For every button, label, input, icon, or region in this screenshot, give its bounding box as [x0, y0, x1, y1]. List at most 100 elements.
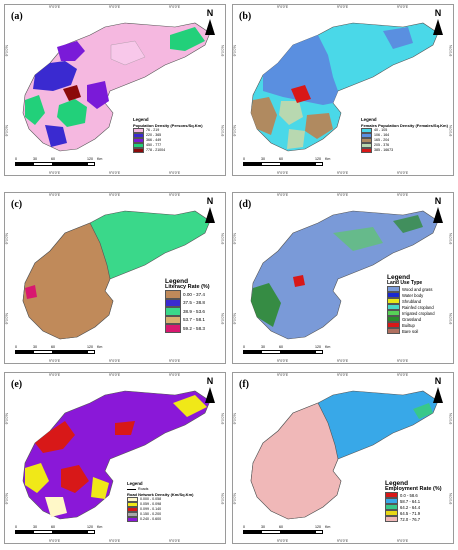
region-purple-2: [87, 81, 109, 109]
scale-label: 0: [15, 525, 17, 529]
north-arrow: N: [429, 377, 447, 403]
coordinate-tick: 9°0'0"N: [233, 125, 237, 137]
north-arrow-icon: [433, 19, 443, 35]
region-brown: [251, 97, 277, 135]
region-pink: [110, 40, 146, 66]
legend-heading: Legend: [385, 480, 409, 487]
coordinate-tick: 9°0'0"E: [397, 171, 409, 175]
scale-segment: [244, 163, 262, 166]
coordinate-tick: 9°0'0"E: [337, 171, 349, 175]
legend-label: 53.7 - 58.1: [183, 317, 205, 323]
coordinate-tick: 9°0'0"E: [277, 171, 289, 175]
scale-segment: [280, 163, 316, 166]
north-arrow-icon: [433, 387, 443, 403]
legend-item: 53.7 - 58.1: [165, 315, 225, 324]
legend-swatch: [165, 298, 181, 307]
panel-label: (f): [239, 379, 249, 390]
legend-item: 72.0 - 76.7: [385, 515, 453, 523]
legend-swatch: [165, 324, 181, 333]
panel-label: (a): [11, 11, 23, 22]
legend-item: 0.240 - 0.600: [127, 516, 225, 523]
coordinate-tick: 9°0'0"N: [221, 233, 225, 245]
north-arrow: N: [429, 9, 447, 35]
scale-segment: [16, 531, 34, 534]
scale-label: 120: [87, 525, 93, 529]
scale-label: 120: [315, 525, 321, 529]
region-magenta: [25, 285, 37, 299]
legend: Legend Land Use Type Wood and grass Water…: [387, 274, 453, 335]
coordinate-tick: 9°0'0"E: [109, 5, 121, 9]
legend-label: 0.0 - 58.6: [400, 492, 418, 498]
legend-label: 0.099 - 0.140: [140, 507, 162, 511]
roads-label: Roads: [138, 487, 149, 491]
legend-label: 72.0 - 76.7: [400, 516, 421, 522]
legend-heading: Legend: [361, 117, 377, 122]
coordinate-tick: 9°0'0"E: [169, 539, 181, 543]
coordinate-tick: 9°0'0"N: [233, 493, 237, 505]
legend-label: 0.000 - 0.058: [140, 497, 162, 501]
legend: Legend Employment Rate (%) 0.0 - 58.6 58.…: [385, 480, 453, 523]
legend-label: 0.00 - 37.4: [183, 291, 205, 297]
scale-label: 60: [51, 345, 55, 349]
legend-label: 0.240 - 0.600: [140, 517, 162, 521]
region-blue-2: [45, 125, 67, 147]
legend: Legend Females Population Density (Femal…: [361, 117, 453, 154]
coordinate-tick: 9°0'0"E: [169, 359, 181, 363]
legend-label: 0.059 - 0.098: [140, 502, 162, 506]
scale-label: 30: [261, 157, 265, 161]
panel-label: (b): [239, 11, 252, 22]
coordinate-tick: 9°0'0"N: [5, 125, 9, 137]
legend-swatch: [133, 147, 144, 154]
scale-segment: [16, 163, 34, 166]
coordinate-tick: 9°0'0"E: [277, 193, 289, 197]
region-brown-2: [305, 113, 333, 139]
road-density-map: [22, 390, 211, 520]
north-letter: N: [206, 196, 214, 206]
legend: Legend Roads Road Network Density (Km/Sq…: [127, 481, 225, 523]
coordinate-tick: 9°0'0"E: [277, 373, 289, 377]
coordinate-tick: 9°0'0"N: [221, 413, 225, 425]
scale-bar: 0 30 60 120 Km: [15, 345, 102, 355]
scale-segment: [262, 163, 280, 166]
scale-label: 60: [51, 525, 55, 529]
scale-segment: [244, 531, 262, 534]
scale-label: 0: [243, 157, 245, 161]
coordinate-tick: 9°0'0"E: [49, 171, 61, 175]
legend-label: Grassland: [402, 316, 422, 322]
scale-unit: Km: [325, 157, 331, 161]
scale-label: 0: [15, 157, 17, 161]
legend-label: 64.2 - 64.4: [400, 504, 421, 510]
coordinate-tick: 9°0'0"E: [337, 193, 349, 197]
coordinate-tick: 9°0'0"E: [337, 5, 349, 9]
legend-swatch: [165, 290, 181, 299]
legend-swatch: [127, 516, 138, 523]
land-use-map: [250, 210, 439, 340]
legend-title: Road Network Density (Km/Sq.Km): [127, 492, 194, 497]
coordinate-tick: 9°0'0"E: [49, 359, 61, 363]
legend: Legend Population Density (Persons/Sq.Km…: [133, 117, 225, 154]
legend-label: 38.9 - 53.6: [183, 308, 205, 314]
coordinate-tick: 9°0'0"N: [5, 45, 9, 57]
region-red: [35, 421, 75, 453]
legend-item: 37.5 - 38.8: [165, 298, 225, 307]
coordinate-tick: 9°0'0"E: [397, 5, 409, 9]
region-green-3: [170, 27, 205, 51]
legend-heading: Legend: [165, 278, 189, 285]
scale-label: 120: [87, 345, 93, 349]
legend-rows: 76 - 219 220 - 365 366 - 449 450 - 777 778 -…: [133, 127, 225, 154]
legend-label: 59.2 - 58.3: [183, 325, 205, 331]
literacy-rate-map: [22, 210, 211, 340]
coordinate-tick: 9°0'0"E: [49, 193, 61, 197]
roads-legend-row: Roads: [127, 487, 225, 492]
north-letter: N: [434, 196, 442, 206]
scale-segment: [52, 163, 88, 166]
region-blue-2: [383, 27, 413, 49]
scale-bar: 0 30 60 120 Km: [15, 157, 102, 167]
coordinate-tick: 9°0'0"N: [449, 413, 453, 425]
legend-label: 450 - 777: [146, 143, 162, 147]
north-letter: N: [434, 8, 442, 18]
map-panel-d: (d) N Legend Land Use Type Wood and gras…: [232, 192, 454, 364]
north-letter: N: [434, 376, 442, 386]
legend-swatch: [165, 315, 181, 324]
scale-label: 60: [279, 157, 283, 161]
